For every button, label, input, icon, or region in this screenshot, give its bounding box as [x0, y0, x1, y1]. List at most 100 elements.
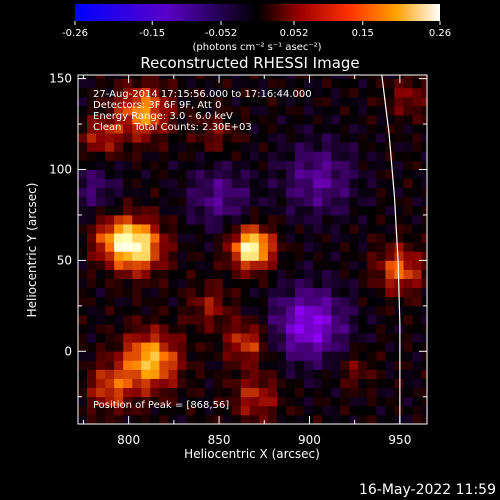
heatmap-cell [304, 387, 314, 398]
heatmap-cell [376, 124, 386, 134]
heatmap-cell [78, 296, 88, 307]
heatmap-cell [276, 87, 287, 98]
heatmap-cell [159, 224, 169, 234]
heatmap-cell [78, 196, 88, 207]
heatmap-cell [222, 251, 233, 261]
heatmap-cell [240, 124, 251, 134]
heatmap-cell [141, 205, 151, 216]
heatmap-cell [159, 133, 169, 143]
heatmap-cell [114, 124, 124, 134]
heatmap-cell [132, 124, 142, 134]
heatmap-cell [96, 151, 106, 161]
heatmap-cell [285, 333, 296, 343]
heatmap-cell [105, 296, 115, 307]
heatmap-cell [376, 205, 386, 216]
heatmap-cell [421, 78, 427, 89]
heatmap-cell [204, 178, 215, 189]
heatmap-cell [78, 405, 88, 416]
heatmap-cell [168, 387, 178, 398]
heatmap-cell [304, 333, 314, 343]
heatmap-cell [258, 87, 269, 98]
heatmap-cell [132, 324, 142, 334]
heatmap-cell [105, 151, 115, 161]
heatmap-cell [412, 142, 422, 152]
heatmap-cell [123, 314, 133, 325]
heatmap-cell [105, 414, 115, 424]
heatmap-cell [421, 87, 427, 98]
heatmap-cell [349, 205, 359, 216]
heatmap-cell [213, 133, 224, 143]
heatmap-cell [114, 105, 124, 116]
heatmap-cell [294, 96, 305, 107]
heatmap-cell [231, 187, 242, 198]
heatmap-cell [267, 305, 278, 316]
heatmap-cell [96, 360, 106, 370]
heatmap-cell [358, 360, 368, 370]
heatmap-cell [394, 387, 404, 398]
heatmap-cell [168, 133, 178, 143]
heatmap-cell [150, 333, 160, 343]
heatmap-cell [385, 78, 395, 89]
heatmap-cell [294, 305, 305, 316]
heatmap-cell [276, 114, 287, 125]
heatmap-cell [376, 75, 386, 80]
heatmap-cell [141, 187, 151, 198]
heatmap-cell [78, 224, 88, 234]
heatmap-cell [331, 278, 341, 289]
heatmap-cell [141, 387, 151, 398]
heatmap-cell [186, 278, 196, 289]
heatmap-cell [168, 242, 178, 252]
heatmap-cell [421, 242, 427, 252]
heatmap-cell [231, 387, 242, 398]
heatmap-cell [304, 324, 314, 334]
heatmap-cell [186, 75, 196, 80]
heatmap-cell [367, 75, 377, 80]
heatmap-cell [385, 160, 395, 170]
heatmap-cell [96, 269, 106, 279]
heatmap-cell [258, 205, 269, 216]
heatmap-cell [267, 405, 278, 416]
heatmap-cell [240, 78, 251, 89]
heatmap-cell [105, 305, 115, 316]
heatmap-cell [331, 296, 341, 307]
heatmap-cell [349, 333, 359, 343]
heatmap-cell [376, 260, 386, 270]
heatmap-cell [177, 369, 187, 379]
heatmap-cell [331, 405, 341, 416]
heatmap-cell [394, 114, 404, 125]
heatmap-cell [276, 214, 287, 225]
heatmap-cell [168, 396, 178, 407]
heatmap-cell [294, 87, 305, 98]
heatmap-cell [87, 378, 97, 389]
heatmap-cell [376, 324, 386, 334]
heatmap-cell [376, 369, 386, 379]
heatmap-cell [358, 169, 368, 180]
heatmap-cell [322, 278, 332, 289]
heatmap-cell [177, 342, 187, 352]
heatmap-cell [123, 87, 133, 98]
heatmap-cell [349, 351, 359, 361]
heatmap-cell [240, 196, 251, 207]
heatmap-cell [304, 124, 314, 134]
heatmap-cell [412, 360, 422, 370]
heatmap-cell [96, 75, 106, 80]
heatmap-cell [304, 242, 314, 252]
heatmap-cell [367, 251, 377, 261]
heatmap-cell [322, 96, 332, 107]
heatmap-cell [294, 124, 305, 134]
heatmap-cell [349, 142, 359, 152]
heatmap-cell [150, 169, 160, 180]
heatmap-cell [285, 205, 296, 216]
heatmap-cell [358, 324, 368, 334]
heatmap-cell [322, 87, 332, 98]
heatmap-cell [421, 133, 427, 143]
heatmap-cell [367, 87, 377, 98]
heatmap-cell [367, 133, 377, 143]
heatmap-cell [294, 387, 305, 398]
heatmap-cell [204, 169, 215, 180]
heatmap-cell [376, 178, 386, 189]
heatmap-cell [204, 151, 215, 161]
heatmap-cell [231, 269, 242, 279]
heatmap-cell [403, 287, 413, 298]
heatmap-cell [304, 151, 314, 161]
